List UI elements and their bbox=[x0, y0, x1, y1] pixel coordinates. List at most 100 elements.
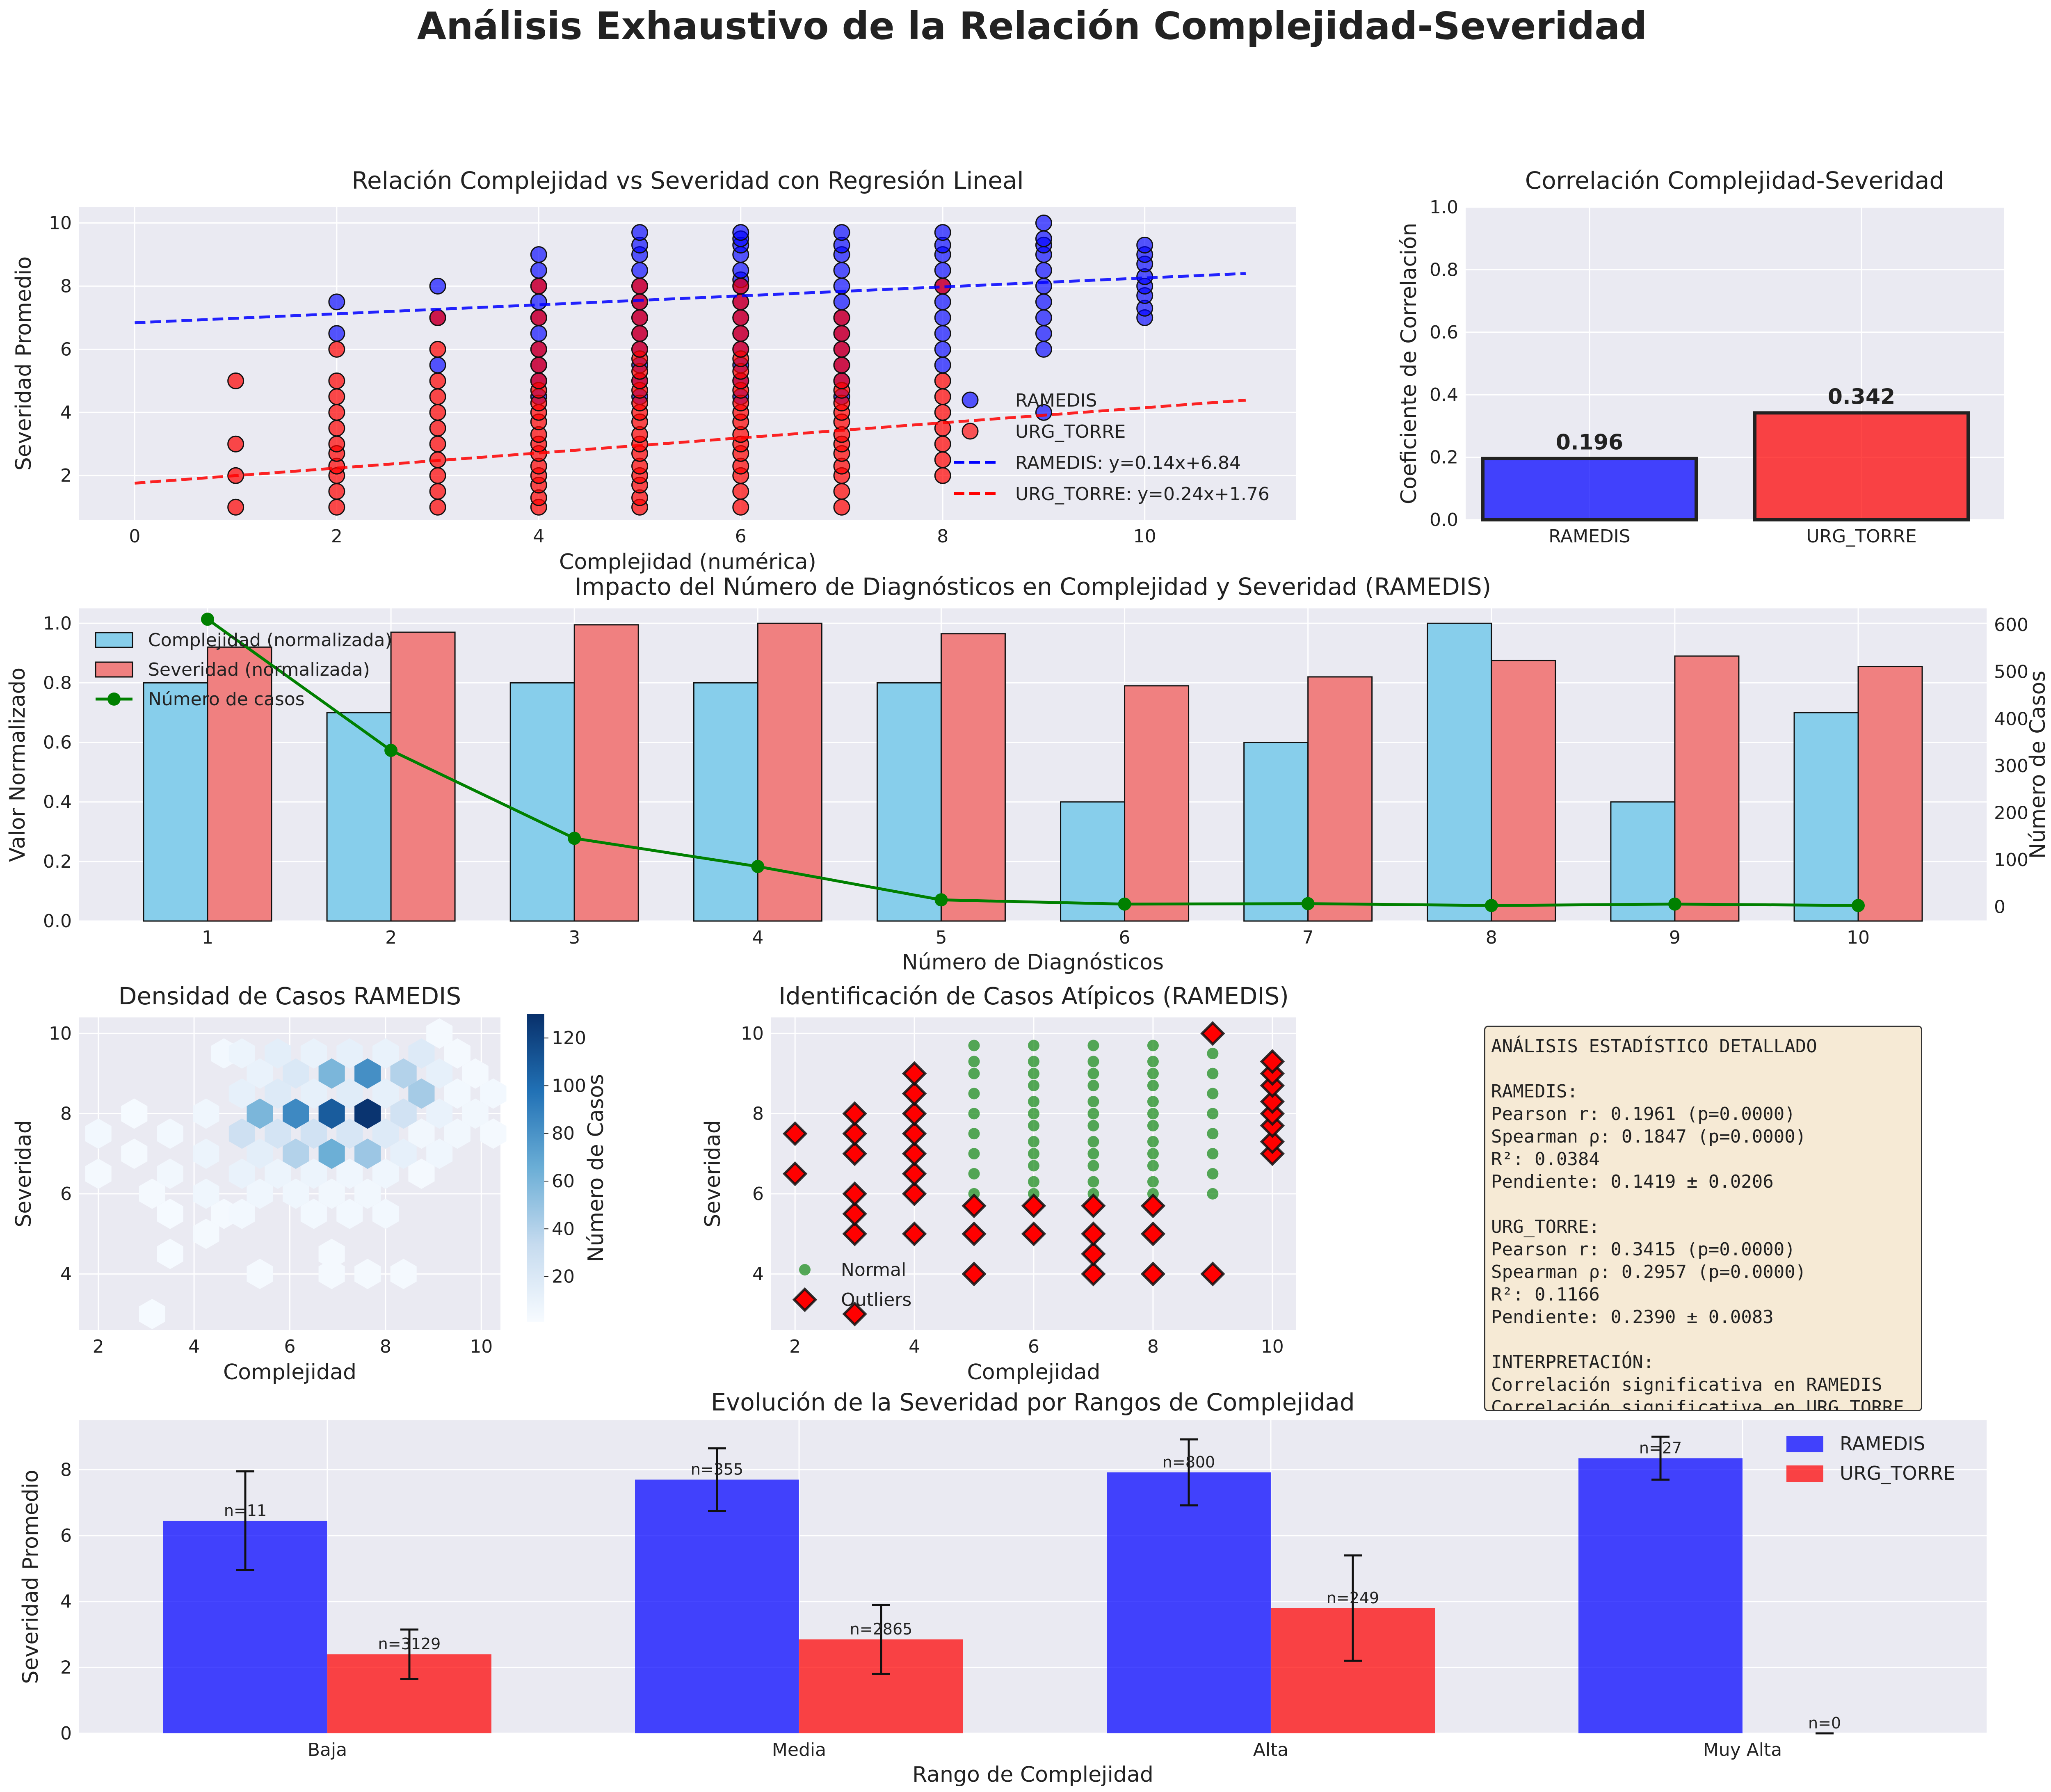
y-axis-label: Coeficiente de Correlación bbox=[1397, 223, 1421, 504]
x-tick-label: 10 bbox=[470, 1336, 493, 1357]
hex-cell bbox=[426, 1138, 453, 1169]
chart-title: Densidad de Casos RAMEDIS bbox=[119, 982, 461, 1010]
hex-cell bbox=[300, 1159, 327, 1189]
data-point bbox=[934, 372, 951, 389]
y2-axis-label: Número de Casos bbox=[2026, 671, 2050, 859]
x-tick-label: 2 bbox=[385, 927, 397, 948]
outlier-point bbox=[1081, 1221, 1106, 1246]
diagnostics-impact-chart: 1 2 3 4 5 6 7 8 9 10 0.0 0.2 0.4 0.6 0.8 1.0 0 100 200 300 4… bbox=[5, 573, 2050, 975]
outlier-point bbox=[1021, 1221, 1046, 1246]
hex-cell bbox=[228, 1038, 255, 1069]
normal-point bbox=[1028, 1108, 1039, 1120]
legend-marker bbox=[1786, 1436, 1823, 1452]
stats-line: INTERPRETACIÓN: bbox=[1491, 1352, 1654, 1373]
x-axis-label: Rango de Complejidad bbox=[912, 1762, 1153, 1787]
data-point bbox=[732, 483, 749, 500]
normal-point bbox=[1087, 1148, 1099, 1160]
x-tick-label: 4 bbox=[188, 1336, 200, 1357]
data-point bbox=[429, 420, 446, 437]
outlier-point bbox=[782, 1161, 808, 1186]
x-tick-label: 4 bbox=[533, 526, 544, 547]
hex-cell bbox=[157, 1118, 183, 1149]
bar bbox=[573, 624, 639, 922]
bar bbox=[143, 682, 208, 922]
x-axis-label: Número de Diagnósticos bbox=[902, 950, 1164, 975]
stats-line: Spearman ρ: 0.2957 (p=0.0000) bbox=[1491, 1262, 1807, 1282]
hex-cell bbox=[121, 1138, 148, 1169]
normal-point bbox=[1207, 1148, 1219, 1160]
x-tick-label: Baja bbox=[308, 1739, 347, 1760]
legend-marker bbox=[95, 632, 133, 648]
hex-cell bbox=[462, 1098, 489, 1129]
normal-point bbox=[1087, 1120, 1099, 1131]
data-point bbox=[934, 325, 951, 342]
outlier-point bbox=[1140, 1193, 1166, 1218]
colorbar-tick-label: 40 bbox=[552, 1218, 575, 1239]
x-tick-label: URG_TORRE bbox=[1806, 526, 1916, 547]
hex-cell bbox=[318, 1259, 345, 1289]
colorbar-tick-label: 100 bbox=[552, 1075, 586, 1096]
normal-point bbox=[1087, 1108, 1099, 1120]
cases-point bbox=[751, 860, 765, 873]
y-tick-label: 0.2 bbox=[1430, 447, 1458, 468]
legend-label: RAMEDIS bbox=[1840, 1433, 1925, 1455]
data-point bbox=[328, 435, 345, 453]
hex-cell bbox=[283, 1098, 309, 1129]
colorbar-tick-label: 20 bbox=[552, 1266, 575, 1287]
outlier-point bbox=[902, 1161, 927, 1186]
outlier-point bbox=[842, 1201, 867, 1226]
outlier-point bbox=[1140, 1221, 1166, 1246]
hex-cell bbox=[372, 1159, 399, 1189]
x-axis-label: Complejidad bbox=[223, 1360, 356, 1385]
normal-point bbox=[1028, 1160, 1039, 1172]
data-point bbox=[833, 262, 850, 279]
hex-cell bbox=[247, 1178, 273, 1209]
stats-line: Spearman ρ: 0.1847 (p=0.0000) bbox=[1491, 1126, 1807, 1147]
x-tick-label: 7 bbox=[1302, 927, 1314, 948]
data-point bbox=[833, 224, 850, 241]
data-point bbox=[530, 246, 547, 263]
y-tick-label: 6 bbox=[60, 339, 72, 360]
x-tick-label: Alta bbox=[1253, 1739, 1289, 1760]
bar bbox=[326, 712, 392, 922]
y-tick-label: 8 bbox=[752, 1103, 764, 1124]
chart-title: Identificación de Casos Atípicos (RAMEDI… bbox=[779, 982, 1289, 1010]
data-point bbox=[732, 325, 749, 342]
data-point bbox=[631, 341, 649, 358]
outlier-point bbox=[1081, 1241, 1106, 1266]
hex-cell bbox=[193, 1218, 219, 1249]
data-point bbox=[934, 357, 951, 374]
data-point bbox=[1035, 341, 1052, 358]
correlation-bar-chart: 0.196 RAMEDIS 0.342 URG_TORRE 0.0 0.2 0.4 0.6 0.… bbox=[1397, 167, 2004, 547]
bar-value-label: 0.196 bbox=[1556, 430, 1623, 455]
normal-point bbox=[1028, 1096, 1039, 1108]
normal-point bbox=[1087, 1096, 1099, 1108]
hex-cell bbox=[283, 1138, 309, 1169]
legend-label: Outliers bbox=[841, 1289, 911, 1310]
hex-cell bbox=[372, 1078, 399, 1109]
x-axis-label: Complejidad (numérica) bbox=[559, 550, 816, 574]
data-point bbox=[631, 277, 649, 295]
cases-point bbox=[1118, 897, 1131, 911]
y-tick-label: 2 bbox=[60, 465, 72, 486]
y-axis-label: Severidad bbox=[11, 1120, 36, 1227]
hex-cell bbox=[480, 1118, 507, 1149]
normal-point bbox=[1028, 1056, 1039, 1067]
outlier-point bbox=[1260, 1089, 1285, 1114]
hex-cell bbox=[408, 1118, 435, 1149]
normal-point bbox=[1147, 1096, 1159, 1108]
stats-line: R²: 0.1166 bbox=[1491, 1284, 1600, 1305]
legend-label: Complejidad (normalizada) bbox=[148, 630, 392, 651]
hex-cell bbox=[444, 1118, 470, 1149]
hex-cell bbox=[408, 1038, 435, 1069]
y-tick-label: 4 bbox=[60, 1264, 72, 1285]
y-axis-label: Severidad Promedio bbox=[11, 256, 36, 471]
hex-cell bbox=[157, 1159, 183, 1189]
x-tick-label: 1 bbox=[202, 927, 213, 948]
hex-cell bbox=[300, 1078, 327, 1109]
data-point bbox=[934, 293, 951, 311]
hex-cell bbox=[85, 1118, 112, 1149]
hex-cell bbox=[247, 1259, 273, 1289]
data-point bbox=[732, 262, 749, 279]
hex-cell bbox=[318, 1058, 345, 1089]
